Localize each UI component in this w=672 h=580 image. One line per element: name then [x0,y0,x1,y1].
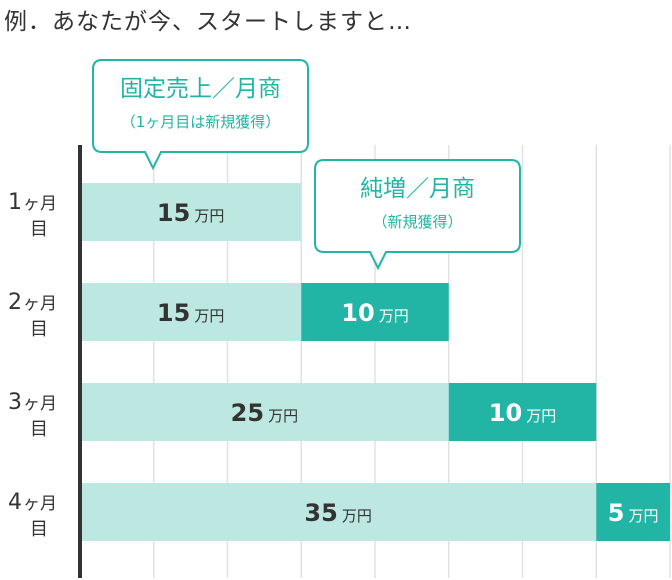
category-label-bottom-3: 目 [30,419,48,440]
callout-fixed-subtitle: （1ヶ月目は新規獲得） [121,113,281,131]
category-label-4: 4ヶ月 [8,490,57,515]
category-label-bottom-4: 目 [30,519,48,540]
bar-fixed-4 [80,483,597,541]
callout-fixed-title: 固定売上／月商 [120,76,281,102]
callout-new-subtitle: （新規獲得） [372,213,462,231]
category-label-bottom-1: 目 [30,219,48,240]
bar-label-fixed-2: 15 万円 [157,299,224,327]
bar-label-new-2: 10 万円 [341,299,408,327]
bar-new-2 [301,283,449,341]
bar-label-fixed-3: 25 万円 [231,399,298,427]
category-label-1: 1ヶ月 [8,190,57,215]
bar-label-fixed-4: 35 万円 [304,499,371,527]
category-label-3: 3ヶ月 [8,390,57,415]
bar-fixed-1 [80,183,302,241]
bar-fixed-3 [80,383,449,441]
callout-new-title: 純増／月商 [360,176,475,202]
category-label-2: 2ヶ月 [8,290,57,315]
callout-fixed [92,59,309,171]
page-title: 例．あなたが今、スタートしますと… [4,9,412,35]
bar-new-4 [596,483,670,541]
callout-new [314,159,521,271]
category-label-bottom-2: 目 [30,319,48,340]
bar-label-new-3: 10 万円 [489,399,556,427]
bar-fixed-2 [80,283,302,341]
bar-label-new-4: 5 万円 [608,499,659,527]
bar-new-3 [448,383,597,441]
bar-label-fixed-1: 15 万円 [157,199,224,227]
